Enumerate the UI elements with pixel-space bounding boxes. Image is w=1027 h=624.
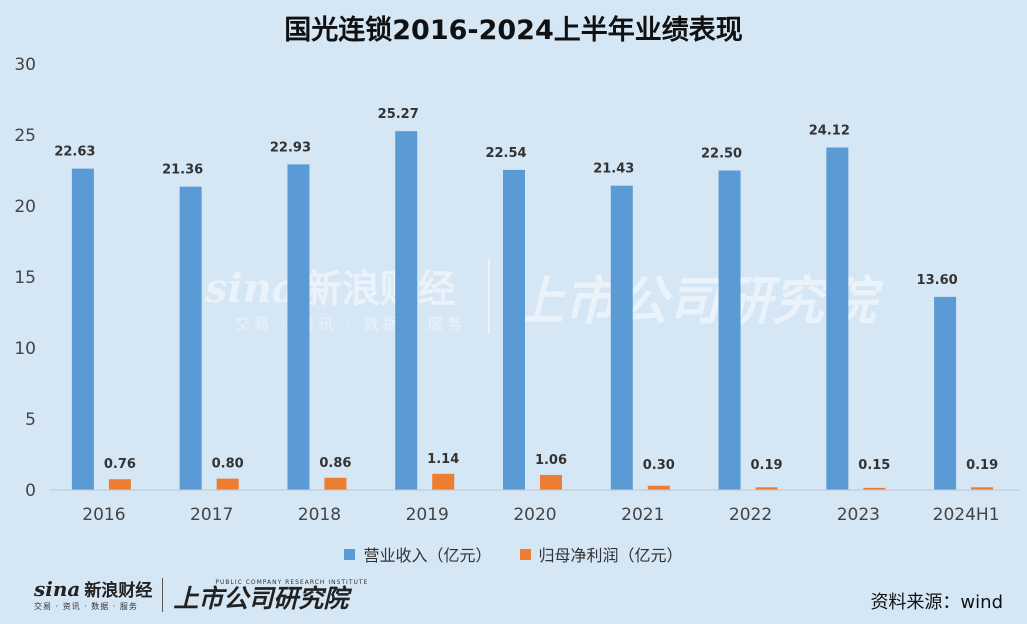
revenue-bar xyxy=(503,169,525,490)
brand-footer: sina 新浪财经 交易 · 资讯 · 数据 · 服务 PUBLIC COMPA… xyxy=(34,578,368,612)
revenue-data-label: 13.60 xyxy=(917,273,958,288)
sina-logo-text: sina xyxy=(34,577,81,601)
institute-name-en: PUBLIC COMPANY RESEARCH INSTITUTE xyxy=(215,578,369,586)
sina-finance-name: 新浪财经 xyxy=(84,581,153,601)
revenue-data-label: 22.54 xyxy=(485,146,526,161)
x-tick-label: 2021 xyxy=(621,505,664,525)
research-institute-logo: PUBLIC COMPANY RESEARCH INSTITUTE 上市公司研究… xyxy=(173,578,369,613)
revenue-bar xyxy=(718,170,741,490)
legend-label-revenue: 营业收入（亿元） xyxy=(363,546,492,565)
profit-data-label: 0.19 xyxy=(751,458,783,473)
sina-finance-logo: sina 新浪财经 交易 · 资讯 · 数据 · 服务 xyxy=(34,579,152,611)
profit-data-label: 0.76 xyxy=(104,457,136,472)
revenue-data-label: 21.43 xyxy=(593,162,634,177)
x-tick-label: 2023 xyxy=(837,505,880,525)
profit-data-label: 0.30 xyxy=(643,458,675,473)
data-labels-layer: 22.63 0.76 21.36 0.80 22.93 0.86 25.27 1.14 22.5… xyxy=(54,107,998,473)
profit-data-label: 0.19 xyxy=(966,458,998,473)
x-tick-label: 2024H1 xyxy=(933,505,1000,525)
y-tick-label: 30 xyxy=(14,55,36,75)
profit-bar xyxy=(540,474,562,490)
revenue-data-label: 22.63 xyxy=(54,145,95,160)
profit-bar xyxy=(755,487,778,490)
legend-label-profit: 归母净利润（亿元） xyxy=(538,546,683,565)
brand-divider xyxy=(162,578,164,612)
y-axis: 0 5 10 15 20 25 30 xyxy=(14,55,36,501)
y-tick-label: 25 xyxy=(14,126,36,146)
x-tick-label: 2018 xyxy=(298,505,341,525)
profit-data-label: 0.86 xyxy=(319,456,351,471)
x-tick-label: 2019 xyxy=(406,505,449,525)
profit-data-label: 1.14 xyxy=(427,452,459,467)
revenue-bar xyxy=(826,147,849,490)
profit-bar xyxy=(432,473,455,490)
profit-bar xyxy=(324,477,347,490)
y-tick-label: 5 xyxy=(25,410,36,430)
x-tick-label: 2016 xyxy=(82,505,125,525)
profit-bar xyxy=(108,479,131,490)
x-tick-label: 2020 xyxy=(513,505,556,525)
y-tick-label: 10 xyxy=(14,339,36,359)
legend-item-revenue: 营业收入（亿元） xyxy=(344,542,492,566)
revenue-data-label: 21.36 xyxy=(162,163,203,178)
bars-layer xyxy=(71,131,994,491)
profit-data-label: 0.80 xyxy=(212,457,244,472)
sina-finance-tagline: 交易 · 资讯 · 数据 · 服务 xyxy=(34,602,138,611)
revenue-data-label: 25.27 xyxy=(378,107,419,122)
x-tick-label: 2017 xyxy=(190,505,233,525)
revenue-data-label: 24.12 xyxy=(809,123,850,138)
legend-item-profit: 归母净利润（亿元） xyxy=(519,542,683,566)
x-tick-label: 2022 xyxy=(729,505,772,525)
legend-swatch-profit xyxy=(519,548,531,560)
revenue-bar xyxy=(934,296,957,490)
source-note: 资料来源：wind xyxy=(870,592,1003,613)
x-axis: 2016 2017 2018 2019 2020 2021 2022 2023 2024H1 xyxy=(50,489,1020,525)
y-tick-label: 0 xyxy=(25,481,36,501)
legend-swatch-revenue xyxy=(344,548,356,560)
profit-data-label: 1.06 xyxy=(535,453,567,468)
profit-bar xyxy=(971,487,994,490)
profit-data-label: 0.15 xyxy=(858,458,890,473)
revenue-bar xyxy=(71,168,94,491)
revenue-bar xyxy=(179,186,202,491)
legend: 营业收入（亿元） 归母净利润（亿元） xyxy=(0,542,1027,566)
revenue-bar xyxy=(395,131,418,490)
institute-name-cn: 上市公司研究院 xyxy=(173,583,349,613)
chart-title: 国光连锁2016-2024上半年业绩表现 xyxy=(284,15,743,46)
profit-bar xyxy=(647,485,670,490)
y-tick-label: 20 xyxy=(14,197,36,217)
revenue-data-label: 22.50 xyxy=(701,147,742,162)
revenue-bar xyxy=(610,185,633,490)
profit-bar xyxy=(863,487,886,490)
revenue-bar xyxy=(287,164,310,491)
profit-bar xyxy=(216,478,239,490)
y-tick-label: 15 xyxy=(14,268,36,288)
revenue-data-label: 22.93 xyxy=(270,140,311,155)
